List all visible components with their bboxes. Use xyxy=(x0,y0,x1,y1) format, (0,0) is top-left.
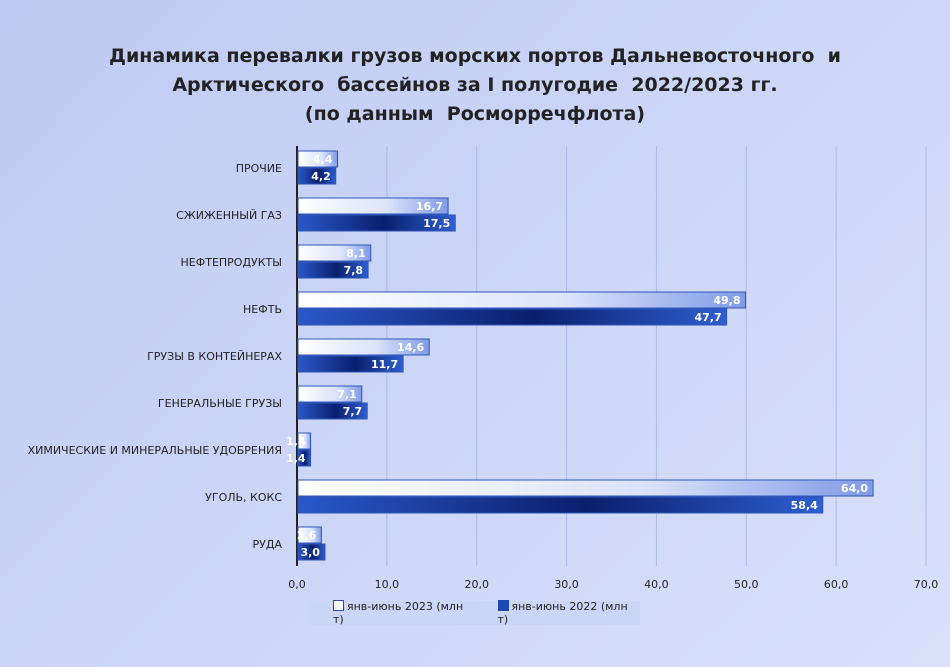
category-label: УГОЛЬ, КОКС xyxy=(205,491,282,504)
x-tick-label: 20,0 xyxy=(464,578,489,591)
category-label: ГЕНЕРАЛЬНЫЕ ГРУЗЫ xyxy=(158,397,282,410)
category-label: ГРУЗЫ В КОНТЕЙНЕРАХ xyxy=(147,350,282,363)
legend-swatch-2022 xyxy=(497,600,509,611)
x-tick-label: 30,0 xyxy=(554,578,579,591)
data-label: 11,7 xyxy=(371,358,398,371)
bar-2023 xyxy=(297,291,746,309)
bar-2022 xyxy=(297,543,326,561)
category-label: ХИМИЧЕСКИЕ И МИНЕРАЛЬНЫЕ УДОБРЕНИЯ xyxy=(28,444,282,457)
x-tick-label: 70,0 xyxy=(914,578,939,591)
legend-item-2022: янв-июнь 2022 (млн т) xyxy=(497,600,641,626)
data-label: 3,0 xyxy=(300,546,320,559)
legend-swatch-2023 xyxy=(333,600,344,611)
category-label: ПРОЧИЕ xyxy=(236,162,282,175)
bar-2022 xyxy=(297,167,337,185)
legend-label-2022: янв-июнь 2022 (млн т) xyxy=(497,600,628,626)
bar-2022 xyxy=(297,261,369,279)
bar-2023 xyxy=(297,338,430,356)
bar-2022 xyxy=(297,355,404,373)
bar-2022 xyxy=(297,496,824,514)
bar-2023 xyxy=(297,385,363,403)
x-tick-label: 0,0 xyxy=(288,578,306,591)
bar-2023 xyxy=(297,244,372,262)
category-label: НЕФТЬ xyxy=(243,303,282,316)
category-label: СЖИЖЕННЫЙ ГАЗ xyxy=(176,209,282,222)
data-label: 4,2 xyxy=(311,170,331,183)
data-label: 1,4 xyxy=(286,452,306,465)
title-line-3: (по данным Росморречфлота) xyxy=(304,103,646,125)
data-label: 4,4 xyxy=(313,153,333,166)
data-label: 49,8 xyxy=(713,294,740,307)
x-tick-label: 50,0 xyxy=(734,578,759,591)
data-label: 64,0 xyxy=(841,482,868,495)
legend-label-2023: янв-июнь 2023 (млн т) xyxy=(333,600,464,626)
bar-2023 xyxy=(297,526,322,544)
chart-title: Динамика перевалки грузов морских портов… xyxy=(0,42,950,129)
legend: янв-июнь 2023 (млн т) янв-июнь 2022 (млн… xyxy=(308,600,641,626)
bar-2023 xyxy=(297,479,874,497)
bar-2023 xyxy=(297,197,449,215)
x-tick-label: 60,0 xyxy=(824,578,849,591)
x-tick-label: 10,0 xyxy=(375,578,400,591)
title-line-2: Арктического бассейнов за I полугодие 20… xyxy=(172,74,778,96)
bar-2022 xyxy=(297,402,368,420)
bar-2022 xyxy=(297,214,456,232)
bar-2023 xyxy=(297,150,339,168)
data-label: 2,6 xyxy=(297,529,317,542)
category-label: РУДА xyxy=(253,538,283,551)
data-label: 47,7 xyxy=(694,311,721,324)
data-label: 58,4 xyxy=(791,499,818,512)
data-label: 7,8 xyxy=(344,264,364,277)
bar-2022 xyxy=(297,449,312,467)
data-label: 17,5 xyxy=(423,217,450,230)
x-tick-label: 40,0 xyxy=(644,578,669,591)
category-label: НЕФТЕПРОДУКТЫ xyxy=(181,256,282,269)
data-label: 16,7 xyxy=(416,200,443,213)
bar-2022 xyxy=(297,308,728,326)
data-label: 8,1 xyxy=(346,247,366,260)
data-label: 7,1 xyxy=(337,388,357,401)
legend-item-2023: янв-июнь 2023 (млн т) xyxy=(333,600,476,626)
data-label: 14,6 xyxy=(397,341,424,354)
title-line-1: Динамика перевалки грузов морских портов… xyxy=(109,45,841,67)
data-label: 1,4 xyxy=(286,435,306,448)
data-label: 7,7 xyxy=(343,405,363,418)
bar-2023 xyxy=(297,432,312,450)
